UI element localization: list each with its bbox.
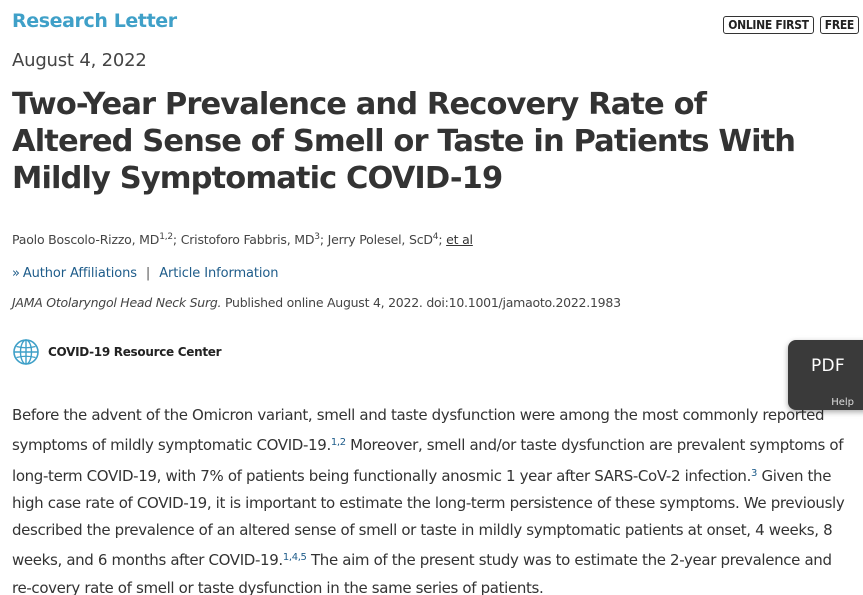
resource-center-label: COVID-19 Resource Center	[48, 345, 222, 359]
journal-name: JAMA Otolaryngol Head Neck Surg.	[12, 295, 222, 310]
reference-link[interactable]: 3	[751, 467, 758, 479]
badges: ONLINE FIRST FREE	[723, 16, 859, 34]
body-text: Moreover, smell and/or taste dysfunction…	[12, 436, 844, 485]
link-separator: |	[145, 266, 151, 281]
author-list: Paolo Boscolo-Rizzo, MD1,2; Cristoforo F…	[12, 232, 473, 247]
author-affiliation-ref: 1,2	[159, 232, 173, 242]
citation-details: Published online August 4, 2022. doi:10.…	[221, 295, 621, 310]
pdf-label: PDF	[810, 356, 846, 376]
author-separator: ;	[319, 232, 328, 247]
covid-resource-center-link[interactable]: COVID-19 Resource Center	[12, 338, 222, 366]
body-text: Given the high case rate of COVID-19, it…	[12, 466, 845, 570]
pdf-download-button[interactable]: PDF Help	[788, 340, 863, 410]
reference-link[interactable]: 1,4,5	[282, 552, 307, 564]
body-text: Before the advent of the Omicron variant…	[12, 406, 825, 455]
author-affiliation-ref: 3	[314, 232, 320, 242]
author-affiliations-link[interactable]: Author Affiliations	[22, 266, 137, 281]
author-name[interactable]: Cristoforo Fabbris, MD	[180, 232, 315, 247]
article-information-link[interactable]: Article Information	[159, 266, 279, 281]
author-affiliation-ref: 4	[432, 232, 439, 242]
article-header: Research Letter ONLINE FIRST FREE	[12, 10, 863, 36]
reference-link[interactable]: 1,2	[330, 437, 346, 449]
globe-icon	[13, 339, 39, 365]
body-text: The aim of the present study was to esti…	[12, 551, 832, 595]
article-type-label: Research Letter	[12, 10, 177, 32]
author-name[interactable]: Paolo Boscolo-Rizzo, MD	[12, 232, 160, 247]
author-separator: ;	[438, 232, 447, 247]
online-first-badge: ONLINE FIRST	[723, 16, 814, 34]
author-separator: ;	[172, 232, 181, 247]
double-chevron-right-icon: »	[12, 266, 20, 281]
article-links: » Author Affiliations | Article Informat…	[12, 266, 279, 281]
article-body: Before the advent of the Omicron variant…	[12, 402, 852, 595]
author-name[interactable]: Jerry Polesel, ScD	[327, 232, 433, 247]
citation: JAMA Otolaryngol Head Neck Surg. Publish…	[12, 295, 621, 310]
body-paragraph: Before the advent of the Omicron variant…	[12, 402, 852, 595]
free-badge: FREE	[819, 16, 859, 34]
article-title: Two-Year Prevalence and Recovery Rate of…	[12, 87, 796, 196]
help-link[interactable]: Help	[831, 397, 854, 408]
et-al-link[interactable]: et al	[446, 232, 473, 247]
publication-date: August 4, 2022	[12, 50, 147, 71]
